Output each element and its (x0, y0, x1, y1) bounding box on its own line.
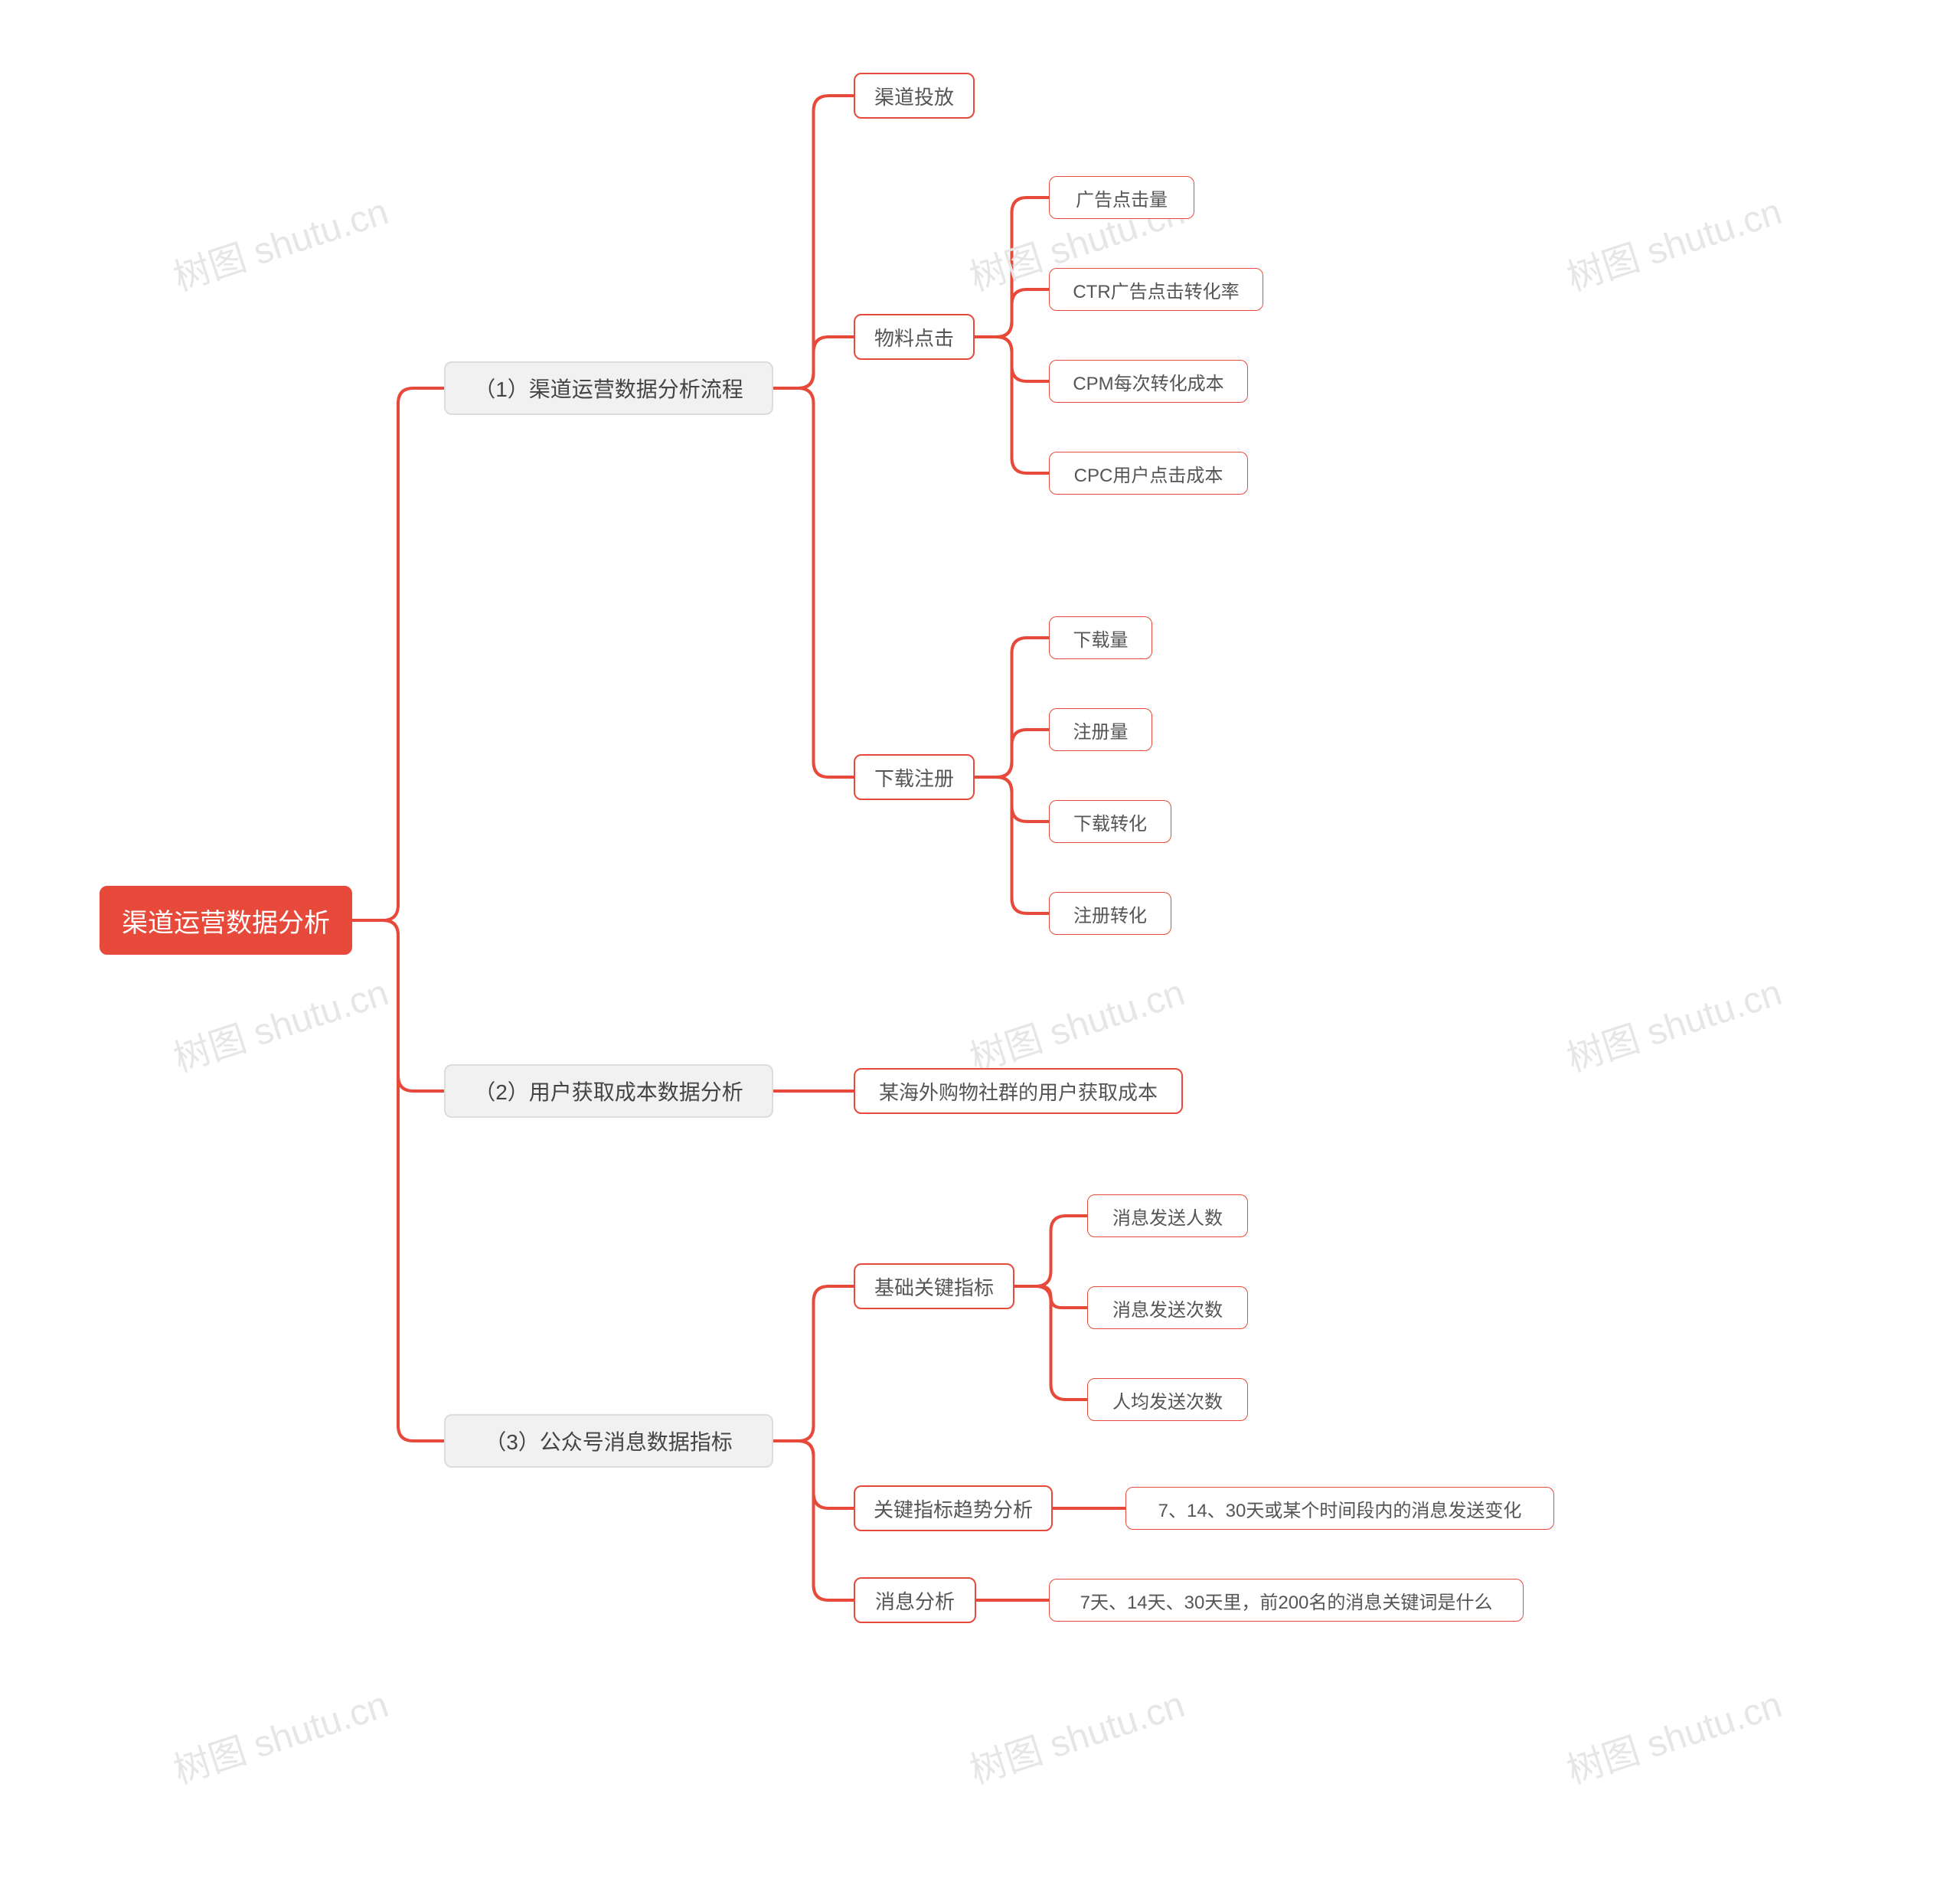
node-label: 基础关键指标 (874, 1272, 994, 1301)
node-d3: 下载转化 (1049, 800, 1171, 843)
node-root: 渠道运营数据分析 (100, 886, 352, 955)
node-label: 下载转化 (1073, 809, 1147, 835)
node-k3: 人均发送次数 (1087, 1378, 1248, 1421)
edge-b1c3-d2 (975, 730, 1049, 777)
node-label: 广告点击量 (1076, 185, 1168, 211)
watermark: 树图 shutu.cn (1559, 1674, 1787, 1794)
node-label: 渠道运营数据分析 (122, 902, 330, 939)
node-b3c3: 消息分析 (854, 1577, 976, 1623)
node-b2: （2）用户获取成本数据分析 (444, 1064, 773, 1118)
node-b1c3: 下载注册 (854, 754, 975, 800)
node-label: CPM每次转化成本 (1073, 368, 1223, 395)
edge-b1c2-m3 (975, 337, 1049, 381)
node-label: 消息发送人数 (1112, 1203, 1223, 1230)
node-label: CTR广告点击转化率 (1073, 276, 1239, 303)
node-label: （3）公众号消息数据指标 (485, 1426, 733, 1456)
watermark: 树图 shutu.cn (165, 181, 394, 301)
node-label: 渠道投放 (874, 82, 954, 110)
node-m1: 广告点击量 (1049, 176, 1194, 219)
node-label: 消息分析 (875, 1586, 955, 1615)
edge-b3c1-k3 (1014, 1286, 1087, 1400)
edge-root-b1 (352, 388, 444, 920)
node-b3: （3）公众号消息数据指标 (444, 1414, 773, 1468)
node-label: 下载注册 (874, 763, 954, 792)
node-label: （2）用户获取成本数据分析 (474, 1076, 743, 1106)
node-label: 注册量 (1073, 717, 1129, 743)
edge-b1-b1c3 (773, 388, 854, 777)
edge-b1c3-d4 (975, 777, 1049, 913)
mindmap-canvas: 树图 shutu.cn 树图 shutu.cn 树图 shutu.cn 树图 shut… (0, 0, 1960, 1898)
node-label: 物料点击 (874, 323, 954, 351)
edge-b1-b1c2 (773, 337, 854, 388)
node-m4: CPC用户点击成本 (1049, 452, 1248, 495)
node-label: 7天、14天、30天里，前200名的消息关键词是什么 (1080, 1587, 1493, 1614)
node-label: 下载量 (1073, 625, 1129, 652)
node-d4: 注册转化 (1049, 892, 1171, 935)
node-t2: 7天、14天、30天里，前200名的消息关键词是什么 (1049, 1579, 1524, 1622)
edge-b1c2-m1 (975, 198, 1049, 337)
node-m2: CTR广告点击转化率 (1049, 268, 1263, 311)
node-label: 注册转化 (1073, 900, 1147, 927)
edge-b3c1-k1 (1014, 1216, 1087, 1286)
edge-b3-b3c3 (773, 1441, 854, 1600)
edge-b3-b3c1 (773, 1286, 854, 1441)
node-label: 消息发送次数 (1112, 1295, 1223, 1321)
watermark: 树图 shutu.cn (1559, 962, 1787, 1082)
watermark: 树图 shutu.cn (962, 1674, 1190, 1794)
watermark: 树图 shutu.cn (165, 962, 394, 1082)
edge-b3-b3c2 (773, 1441, 854, 1508)
node-label: 某海外购物社群的用户获取成本 (879, 1077, 1158, 1106)
node-b1c1: 渠道投放 (854, 73, 975, 119)
node-label: 人均发送次数 (1112, 1387, 1223, 1413)
edge-b3c1-k2 (1014, 1286, 1087, 1308)
edge-root-b3 (352, 920, 444, 1441)
node-d1: 下载量 (1049, 616, 1152, 659)
node-label: 7、14、30天或某个时间段内的消息发送变化 (1158, 1495, 1522, 1522)
node-d2: 注册量 (1049, 708, 1152, 751)
node-label: CPC用户点击成本 (1074, 460, 1223, 487)
node-k2: 消息发送次数 (1087, 1286, 1248, 1329)
edge-b1c3-d1 (975, 638, 1049, 777)
node-label: （1）渠道运营数据分析流程 (474, 373, 743, 403)
edge-root-b2 (352, 920, 444, 1091)
node-t1: 7、14、30天或某个时间段内的消息发送变化 (1125, 1487, 1554, 1530)
node-b3c1: 基础关键指标 (854, 1263, 1014, 1309)
watermark: 树图 shutu.cn (165, 1674, 394, 1794)
edge-b1-b1c1 (773, 96, 854, 388)
node-b1: （1）渠道运营数据分析流程 (444, 361, 773, 415)
node-b2c1: 某海外购物社群的用户获取成本 (854, 1068, 1183, 1114)
watermark: 树图 shutu.cn (962, 962, 1190, 1082)
edge-b1c2-m2 (975, 289, 1049, 337)
node-b1c2: 物料点击 (854, 314, 975, 360)
watermark: 树图 shutu.cn (1559, 181, 1787, 301)
node-label: 关键指标趋势分析 (874, 1495, 1033, 1523)
node-k1: 消息发送人数 (1087, 1194, 1248, 1237)
edge-b1c2-m4 (975, 337, 1049, 473)
node-b3c2: 关键指标趋势分析 (854, 1485, 1053, 1531)
node-m3: CPM每次转化成本 (1049, 360, 1248, 403)
edge-b1c3-d3 (975, 777, 1049, 822)
